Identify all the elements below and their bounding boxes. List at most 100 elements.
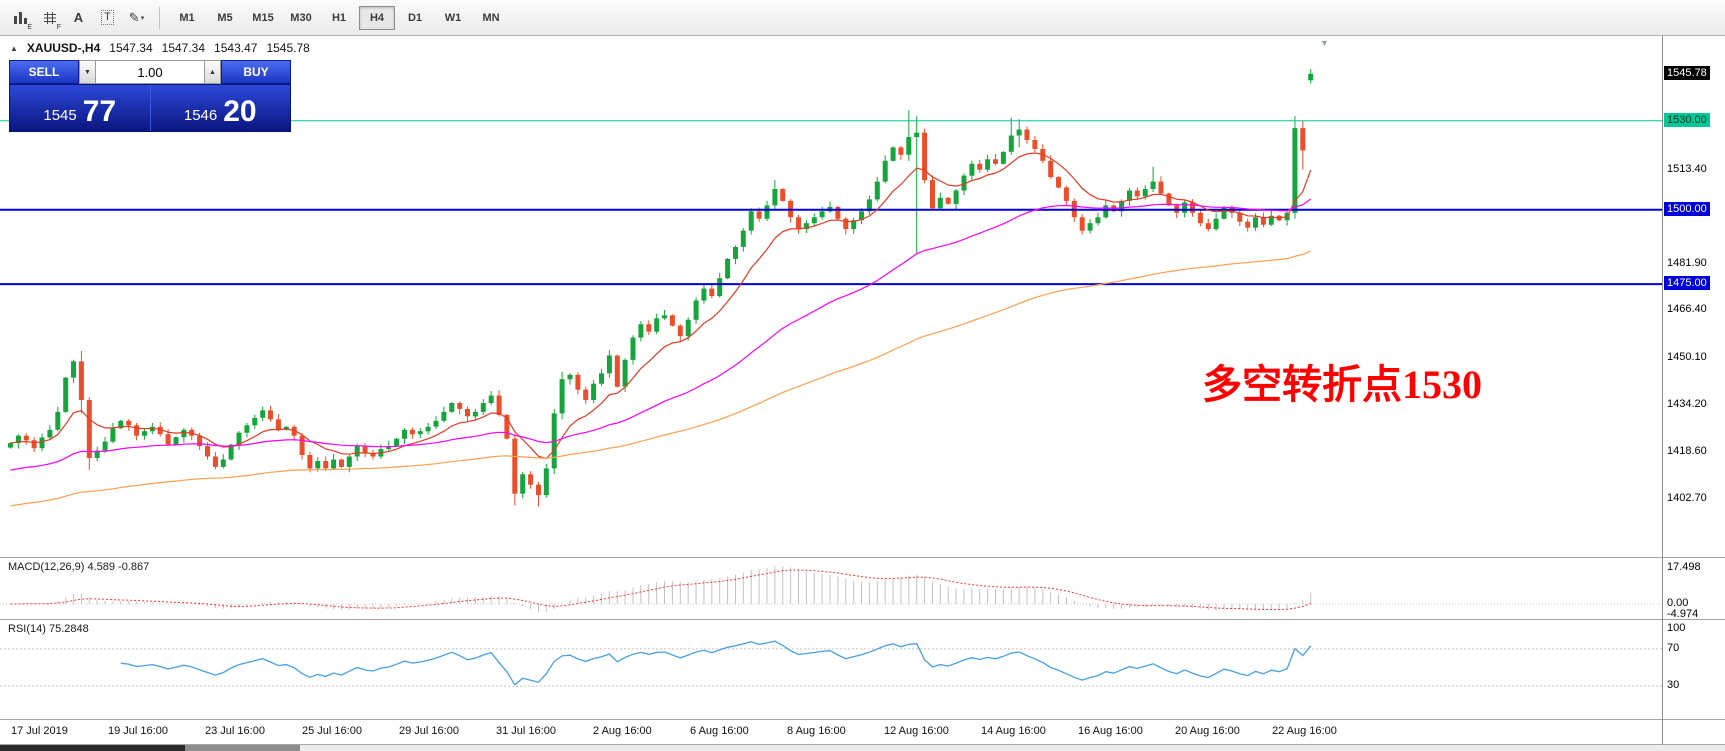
candle[interactable]	[268, 410, 273, 420]
candle[interactable]	[134, 425, 140, 436]
candle[interactable]	[780, 189, 786, 201]
candle[interactable]	[157, 426, 163, 435]
candle[interactable]	[835, 206, 841, 219]
candle[interactable]	[1190, 202, 1195, 213]
candle[interactable]	[118, 420, 124, 429]
candle[interactable]	[1292, 128, 1298, 213]
candle[interactable]	[1000, 151, 1006, 164]
candle[interactable]	[315, 461, 321, 469]
candle[interactable]	[449, 403, 455, 412]
candle[interactable]	[504, 414, 510, 439]
candle[interactable]	[480, 403, 486, 412]
ma-line-slow[interactable]	[10, 250, 1311, 507]
candle[interactable]	[701, 288, 707, 301]
candle[interactable]	[15, 435, 21, 444]
candle[interactable]	[961, 175, 967, 191]
candle[interactable]	[354, 446, 360, 457]
candle[interactable]	[748, 211, 754, 231]
chart-window-icon[interactable]: E	[6, 4, 35, 31]
candle[interactable]	[811, 217, 817, 224]
candle[interactable]	[386, 446, 392, 450]
candle[interactable]	[441, 411, 447, 421]
candle[interactable]	[772, 189, 778, 206]
candle[interactable]	[622, 359, 628, 387]
volume-input[interactable]: 1.00	[96, 60, 204, 84]
candle[interactable]	[472, 411, 478, 417]
candle[interactable]	[662, 315, 667, 319]
candle[interactable]	[236, 432, 242, 445]
candle[interactable]	[457, 403, 463, 409]
candle[interactable]	[717, 278, 723, 296]
candle[interactable]	[874, 181, 880, 200]
candle[interactable]	[1221, 206, 1227, 219]
candle[interactable]	[1158, 181, 1164, 194]
scrollbar-thumb-light[interactable]	[185, 745, 300, 751]
timeframe-M1[interactable]: M1	[179, 11, 195, 24]
candle[interactable]	[205, 446, 210, 457]
candle[interactable]	[8, 443, 13, 448]
candle[interactable]	[638, 324, 644, 338]
candle[interactable]	[914, 132, 920, 138]
candle[interactable]	[323, 461, 329, 469]
candle[interactable]	[1308, 73, 1314, 81]
pane-separator[interactable]	[0, 557, 1725, 558]
candle[interactable]	[922, 132, 928, 181]
candle[interactable]	[1268, 215, 1274, 225]
candle[interactable]	[1213, 218, 1219, 230]
candle[interactable]	[725, 258, 731, 279]
candle[interactable]	[94, 450, 100, 458]
candle[interactable]	[1127, 190, 1132, 201]
candle[interactable]	[985, 159, 991, 170]
candle[interactable]	[260, 410, 266, 418]
candle[interactable]	[220, 459, 226, 467]
candle[interactable]	[890, 147, 896, 161]
buy-button[interactable]: BUY	[221, 60, 291, 84]
candle[interactable]	[1016, 129, 1022, 136]
pane-separator[interactable]	[0, 619, 1725, 620]
candle[interactable]	[851, 220, 857, 230]
candle[interactable]	[1205, 223, 1211, 230]
rsi-indicator-pane[interactable]	[0, 620, 1662, 719]
candle[interactable]	[599, 373, 604, 384]
candle[interactable]	[331, 459, 337, 469]
candle[interactable]	[1103, 205, 1109, 218]
candle[interactable]	[693, 300, 699, 320]
candle[interactable]	[930, 180, 935, 209]
candle[interactable]	[1166, 193, 1172, 206]
volume-up-button[interactable]: ▲	[204, 60, 221, 84]
candle[interactable]	[417, 431, 423, 435]
candle[interactable]	[212, 456, 218, 467]
candle[interactable]	[945, 197, 951, 204]
candle[interactable]	[1182, 202, 1188, 213]
candle[interactable]	[1056, 177, 1061, 188]
candle[interactable]	[1245, 221, 1251, 228]
candle[interactable]	[937, 197, 943, 209]
candle[interactable]	[614, 355, 620, 387]
candle[interactable]	[536, 484, 541, 496]
candle[interactable]	[173, 437, 179, 445]
candle[interactable]	[55, 411, 61, 430]
timeframe-MN[interactable]: MN	[482, 11, 500, 24]
candle[interactable]	[796, 217, 801, 230]
candle[interactable]	[669, 315, 675, 326]
candle[interactable]	[362, 446, 368, 454]
candle[interactable]	[677, 325, 683, 337]
candle[interactable]	[228, 444, 234, 460]
candle[interactable]	[764, 205, 770, 219]
candle[interactable]	[71, 361, 76, 378]
candle[interactable]	[1253, 217, 1258, 228]
candle[interactable]	[1024, 129, 1030, 140]
candle[interactable]	[299, 435, 305, 455]
candle[interactable]	[149, 426, 155, 432]
candle[interactable]	[977, 163, 983, 170]
candle[interactable]	[733, 247, 738, 259]
candle[interactable]	[39, 437, 45, 449]
candle[interactable]	[583, 389, 589, 400]
candle[interactable]	[394, 438, 400, 447]
candle[interactable]	[252, 417, 258, 426]
candle[interactable]	[244, 425, 250, 433]
candle[interactable]	[63, 377, 69, 412]
candle[interactable]	[859, 211, 864, 221]
candle[interactable]	[567, 374, 573, 380]
candle[interactable]	[47, 429, 53, 438]
